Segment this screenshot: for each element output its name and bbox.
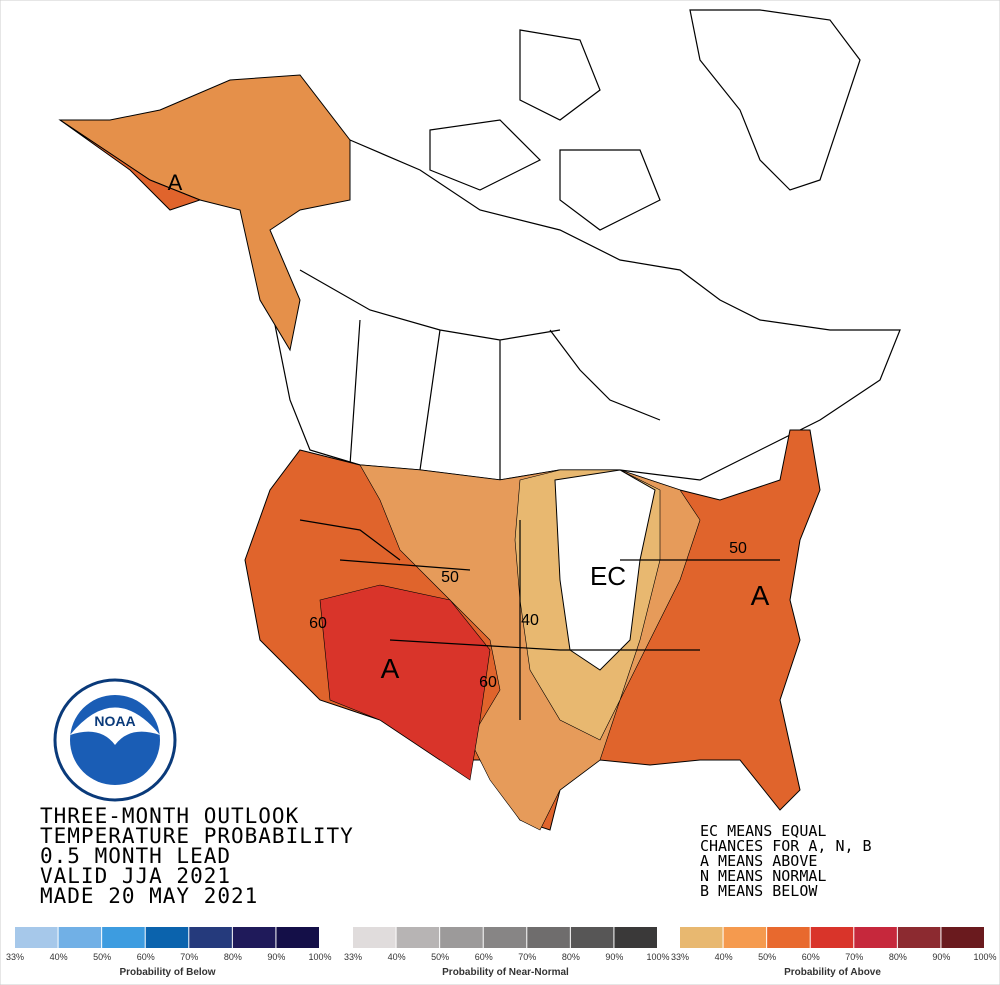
legend-swatch <box>15 927 58 948</box>
note-line: B MEANS BELOW <box>700 882 818 900</box>
legend-swatch <box>527 927 570 948</box>
legend-title: Probability of Below <box>119 967 215 978</box>
map-label: A <box>168 170 183 195</box>
map-label: EC <box>590 561 626 591</box>
legend-swatch <box>723 927 767 948</box>
legend-tick: 33% <box>671 952 689 962</box>
title-line: TEMPERATURE PROBABILITY <box>40 824 354 848</box>
map-label: A <box>751 580 770 611</box>
legend-tick: 90% <box>932 952 950 962</box>
note-line: CHANCES FOR A, N, B <box>700 837 872 855</box>
legend-swatch <box>189 927 232 948</box>
legend-swatch <box>897 927 941 948</box>
legend-swatch <box>614 927 657 948</box>
map-label: 60 <box>309 615 327 632</box>
legend-swatch <box>440 927 483 948</box>
legend: 33% 40% 50% 60% 70% 80% 90% 100% Probability of … <box>6 927 997 978</box>
title-line: MADE 20 MAY 2021 <box>40 884 258 908</box>
legend-tick: 40% <box>50 952 68 962</box>
legend-tick: 70% <box>845 952 863 962</box>
map-label: 40 <box>521 612 539 629</box>
legend-title: Probability of Above <box>784 967 881 978</box>
title-line: VALID JJA 2021 <box>40 864 231 888</box>
legend-tick: 90% <box>267 952 285 962</box>
legend-tick: 80% <box>562 952 580 962</box>
legend-swatch <box>767 927 810 948</box>
map-labels: A A A EC 50 50 40 60 60 <box>168 170 770 691</box>
legend-swatch <box>941 927 984 948</box>
legend-tick: 33% <box>344 952 362 962</box>
legend-swatch <box>810 927 854 948</box>
legend-swatch <box>680 927 723 948</box>
legend-swatch <box>102 927 145 948</box>
map-label: A <box>381 653 400 684</box>
legend-title: Probability of Near-Normal <box>442 967 569 978</box>
legend-tick: 50% <box>758 952 776 962</box>
logo: NOAA <box>53 678 177 802</box>
logo-text: NOAA <box>94 713 135 729</box>
title-line: THREE-MONTH OUTLOOK <box>40 804 299 828</box>
legend-tick: 60% <box>137 952 155 962</box>
map-label: 50 <box>729 540 747 557</box>
legend-swatch <box>854 927 897 948</box>
legend-tick: 100% <box>973 952 996 962</box>
legend-tick: 70% <box>180 952 198 962</box>
legend-swatch <box>58 927 102 948</box>
note-line: N MEANS NORMAL <box>700 867 826 885</box>
note-line: EC MEANS EQUAL <box>700 822 826 840</box>
legend-tick: 70% <box>518 952 536 962</box>
legend-tick: 33% <box>6 952 24 962</box>
map <box>58 9 901 831</box>
legend-tick: 50% <box>431 952 449 962</box>
legend-tick: 80% <box>889 952 907 962</box>
map-label: 60 <box>479 674 497 691</box>
title-line: 0.5 MONTH LEAD <box>40 844 231 868</box>
legend-tick: 40% <box>388 952 406 962</box>
note-line: A MEANS ABOVE <box>700 852 817 870</box>
legend-swatch <box>483 927 527 948</box>
legend-tick: 60% <box>802 952 820 962</box>
legend-swatch <box>396 927 440 948</box>
legend-tick: 50% <box>93 952 111 962</box>
legend-swatch <box>353 927 396 948</box>
legend-tick: 90% <box>605 952 623 962</box>
legend-tick: 40% <box>715 952 733 962</box>
map-label: 50 <box>441 569 459 586</box>
legend-swatch <box>276 927 319 948</box>
legend-tick: 80% <box>224 952 242 962</box>
legend-tick: 100% <box>308 952 331 962</box>
legend-tick: 60% <box>475 952 493 962</box>
legend-swatch <box>145 927 189 948</box>
legend-swatch <box>570 927 614 948</box>
legend-swatch <box>232 927 276 948</box>
legend-tick: 100% <box>646 952 669 962</box>
